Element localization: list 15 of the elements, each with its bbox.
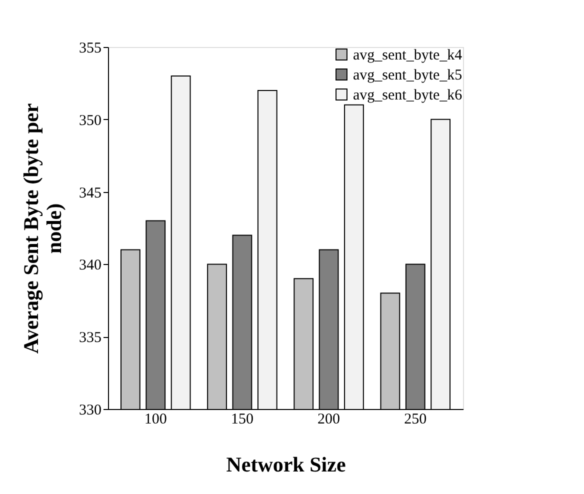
legend-label: avg_sent_byte_k5 <box>353 68 462 84</box>
x-axis-title: Network Size <box>226 452 346 476</box>
legend-label: avg_sent_byte_k4 <box>353 48 463 64</box>
y-tick-label: 350 <box>79 112 102 129</box>
y-tick-label: 335 <box>79 330 102 346</box>
x-tick-label: 100 <box>144 412 167 428</box>
y-tick-label: 330 <box>79 402 102 418</box>
x-tick-label: 150 <box>230 412 254 428</box>
x-tick-label: 200 <box>318 412 340 428</box>
y-tick-label: 340 <box>79 258 102 274</box>
y-tick-label: 345 <box>79 185 102 202</box>
y-axis-title: Average Sent Byte (byte per node) <box>19 103 66 354</box>
x-tick-label: 250 <box>404 412 427 428</box>
y-tick-label: 355 <box>79 40 102 56</box>
legend-label: avg_sent_byte_k6 <box>353 88 463 104</box>
